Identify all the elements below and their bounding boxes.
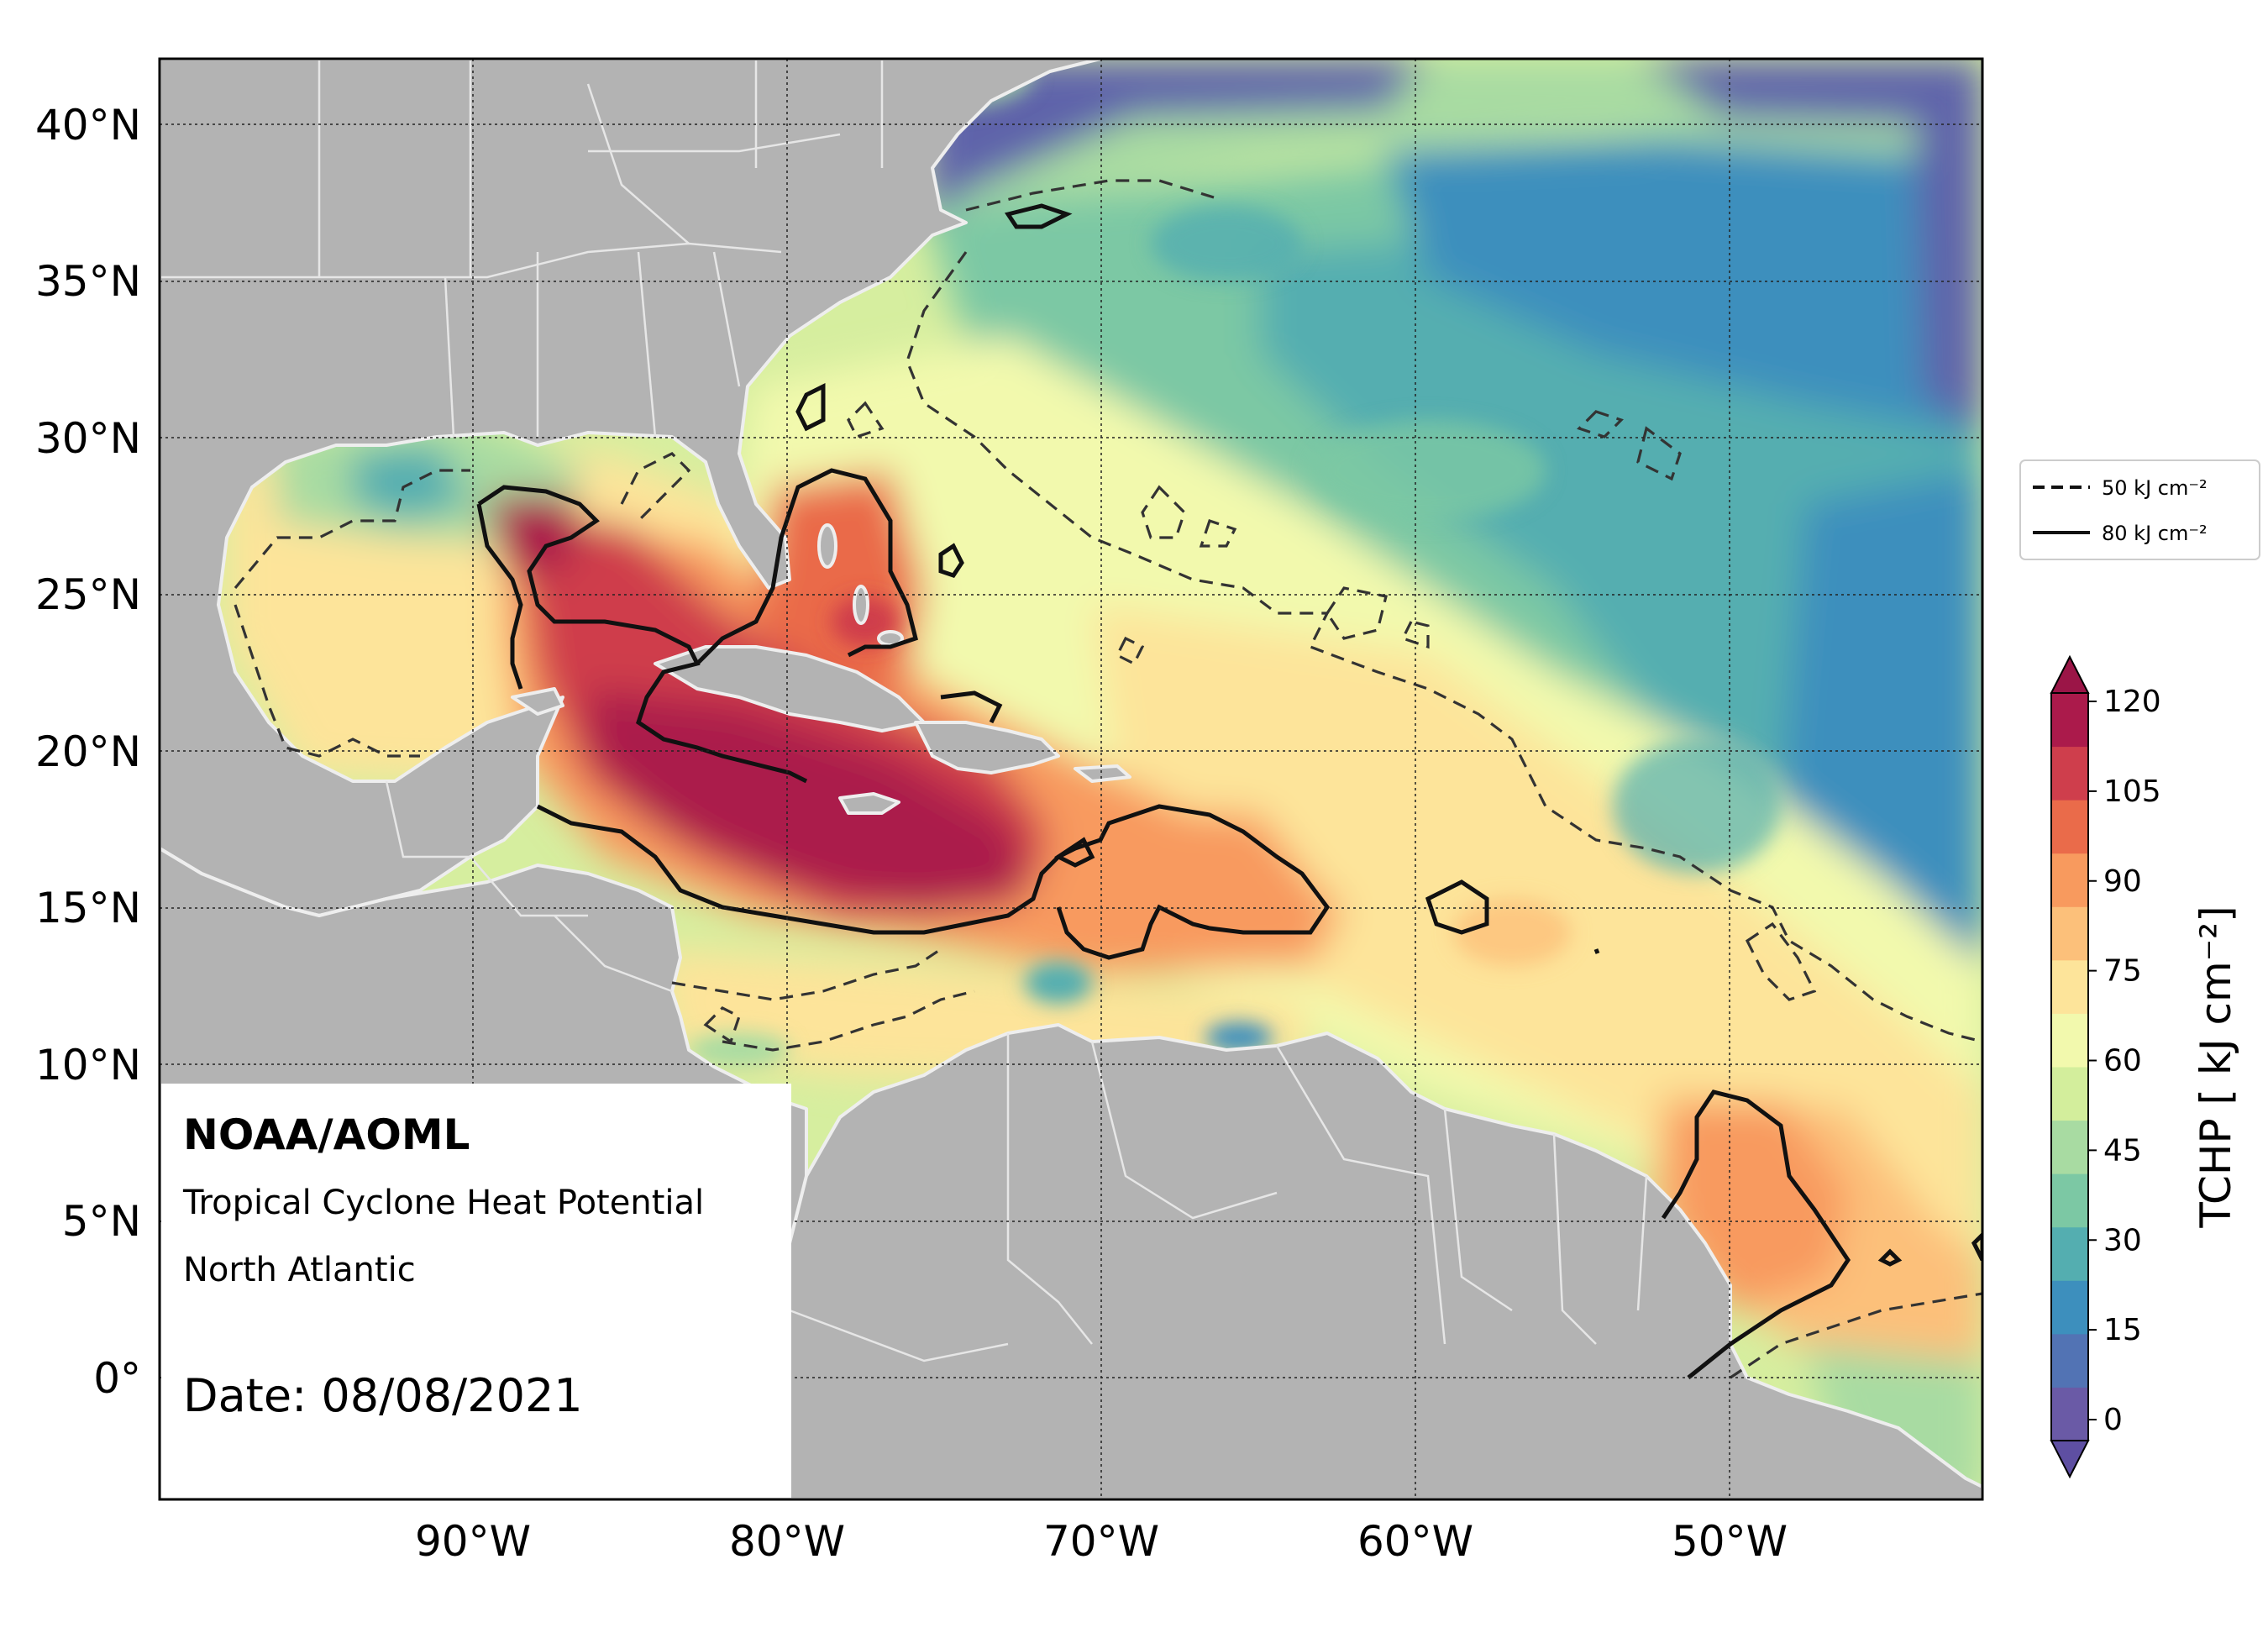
legend-box — [2019, 459, 2260, 560]
lat-tick-label: 10°N — [35, 1041, 141, 1089]
colorbar-tick-label: 120 — [2103, 685, 2161, 719]
lat-tick-label: 15°N — [35, 884, 141, 932]
lon-tick-label: 50°W — [1672, 1517, 1788, 1566]
colorbar-segment — [2051, 800, 2088, 854]
lon-tick-label: 60°W — [1357, 1517, 1473, 1566]
lat-tick-label: 40°N — [35, 101, 141, 150]
colorbar-extend-top — [2050, 654, 2090, 694]
colorbar: 120 105 90 75 60 45 30 15 0 TCHP [ kJ cm⁻²] — [2050, 654, 2240, 1479]
colorbar-segment — [2051, 693, 2088, 748]
political-borders — [160, 59, 1648, 1362]
colorbar-tick-label: 60 — [2103, 1044, 2142, 1079]
map-region: North Atlantic — [183, 1251, 416, 1289]
colorbar-segment — [2051, 1067, 2088, 1121]
legend-solid-label: 80 kJ cm⁻² — [2102, 522, 2208, 545]
colorbar-extend-bottom — [2050, 1440, 2090, 1479]
info-box — [161, 1084, 791, 1498]
lon-tick-label: 90°W — [415, 1517, 531, 1566]
colorbar-tick-label: 75 — [2103, 954, 2142, 989]
colorbar-ticks: 120 105 90 75 60 45 30 15 0 — [2088, 685, 2161, 1437]
colorbar-tick-label: 105 — [2103, 774, 2161, 809]
colorbar-segment — [2051, 853, 2088, 907]
colorbar-segment — [2051, 906, 2088, 961]
colorbar-segment — [2051, 746, 2088, 801]
lat-tick-label: 25°N — [35, 570, 141, 619]
colorbar-label: TCHP [ kJ cm⁻²] — [2192, 906, 2240, 1228]
contour-legend: 50 kJ cm⁻² 80 kJ cm⁻² — [2019, 459, 2260, 560]
contour-80-solid — [476, 203, 1982, 1379]
colorbar-segment — [2051, 1173, 2088, 1228]
colorbar-segment — [2051, 1387, 2088, 1441]
legend-dashed-label: 50 kJ cm⁻² — [2102, 476, 2208, 500]
map-area — [160, 59, 1982, 1499]
lon-axis: 90°W 80°W 70°W 60°W 50°W — [415, 1517, 1788, 1566]
colorbar-frame — [2050, 692, 2089, 1441]
colorbar-segments — [2051, 693, 2088, 1441]
map-subtitle: Tropical Cyclone Heat Potential — [182, 1184, 704, 1222]
lat-tick-label: 35°N — [35, 257, 141, 306]
colorbar-segment — [2051, 959, 2088, 1014]
colorbar-tick-label: 90 — [2103, 864, 2142, 899]
lon-tick-label: 70°W — [1043, 1517, 1159, 1566]
colorbar-tick-label: 30 — [2103, 1223, 2142, 1257]
colorbar-segment — [2051, 1280, 2088, 1335]
colorbar-segment — [2051, 1120, 2088, 1174]
colorbar-tick-label: 45 — [2103, 1133, 2142, 1168]
contour-50-dashed — [234, 179, 1982, 1379]
lat-axis: 40°N 35°N 30°N 25°N 20°N 15°N 10°N 5°N 0… — [35, 101, 141, 1403]
lon-tick-label: 80°W — [729, 1517, 845, 1566]
colorbar-segment — [2051, 1013, 2088, 1068]
colorbar-segment — [2051, 1226, 2088, 1281]
map-date: Date: 08/08/2021 — [183, 1369, 583, 1422]
lat-tick-label: 0° — [93, 1354, 141, 1403]
lat-tick-label: 5°N — [62, 1197, 141, 1246]
map-frame — [158, 57, 1984, 1501]
colorbar-segment — [2051, 1333, 2088, 1388]
map-title: NOAA/AOML — [183, 1110, 470, 1159]
colorbar-tick-label: 0 — [2103, 1403, 2123, 1437]
colorbar-tick-label: 15 — [2103, 1313, 2142, 1347]
lat-tick-label: 20°N — [35, 727, 141, 776]
lat-tick-label: 30°N — [35, 414, 141, 463]
